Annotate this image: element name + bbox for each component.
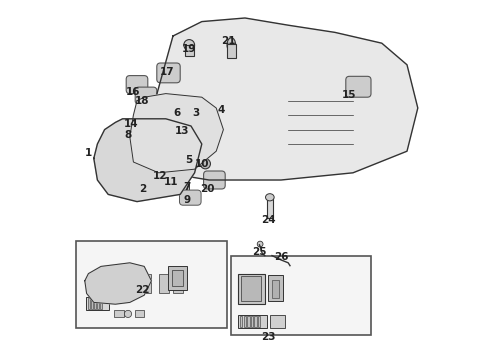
Bar (173, 274, 183, 293)
Polygon shape (85, 263, 151, 304)
Text: 19: 19 (182, 44, 196, 54)
Bar (281, 257, 294, 266)
Bar (267, 198, 273, 218)
Polygon shape (94, 119, 202, 202)
Text: 17: 17 (160, 67, 175, 77)
Bar (168, 266, 187, 290)
Ellipse shape (146, 112, 178, 147)
FancyBboxPatch shape (157, 63, 180, 83)
Bar (76, 241, 227, 328)
Ellipse shape (102, 138, 140, 175)
Bar (272, 280, 279, 298)
Bar (244, 316, 246, 327)
Ellipse shape (140, 136, 174, 170)
Bar (97, 298, 99, 309)
Text: 18: 18 (135, 96, 149, 106)
Text: 21: 21 (221, 36, 236, 46)
Bar (254, 316, 257, 327)
Bar (185, 156, 193, 162)
Text: 11: 11 (164, 177, 178, 187)
Bar (231, 256, 371, 335)
FancyBboxPatch shape (204, 171, 225, 189)
Bar (269, 275, 283, 301)
FancyBboxPatch shape (346, 76, 371, 97)
Text: 8: 8 (124, 130, 132, 140)
Text: 23: 23 (261, 332, 276, 342)
Text: 9: 9 (184, 195, 191, 205)
Text: 26: 26 (274, 252, 288, 262)
Ellipse shape (130, 121, 138, 128)
FancyBboxPatch shape (135, 87, 157, 104)
Text: 22: 22 (135, 285, 149, 295)
Bar (247, 316, 250, 327)
Text: 25: 25 (252, 247, 267, 257)
Bar (94, 298, 96, 309)
Text: 4: 4 (218, 105, 225, 115)
Text: 1: 1 (85, 148, 92, 158)
Text: 2: 2 (139, 184, 146, 194)
Ellipse shape (184, 40, 195, 50)
Text: 24: 24 (261, 215, 276, 225)
Bar (178, 184, 189, 192)
Text: 6: 6 (173, 108, 180, 118)
Bar (159, 274, 169, 293)
Bar (123, 129, 132, 136)
Text: 16: 16 (126, 87, 141, 97)
FancyBboxPatch shape (126, 76, 148, 94)
Text: 13: 13 (175, 126, 189, 136)
Bar (135, 310, 144, 317)
FancyBboxPatch shape (179, 190, 201, 205)
Ellipse shape (257, 241, 263, 247)
Bar (99, 298, 102, 309)
Bar (86, 297, 109, 310)
Bar (258, 316, 261, 327)
Ellipse shape (175, 112, 207, 147)
Bar (112, 274, 122, 293)
Bar (238, 315, 267, 328)
Bar (114, 310, 123, 317)
Text: 5: 5 (186, 155, 193, 165)
Ellipse shape (227, 38, 236, 52)
Bar (141, 274, 151, 293)
Ellipse shape (124, 310, 132, 318)
Bar (172, 270, 183, 286)
Text: 10: 10 (195, 159, 209, 169)
Polygon shape (130, 94, 223, 173)
Bar (242, 276, 261, 301)
Bar (270, 315, 285, 328)
Text: 15: 15 (342, 90, 357, 100)
Bar (238, 274, 265, 304)
Bar (251, 316, 253, 327)
Text: 7: 7 (184, 182, 191, 192)
Bar (88, 298, 90, 309)
Ellipse shape (108, 144, 133, 169)
Bar (171, 120, 182, 139)
Bar (91, 298, 93, 309)
Text: 20: 20 (200, 184, 215, 194)
Ellipse shape (266, 194, 274, 201)
Bar (126, 274, 136, 293)
Text: 14: 14 (124, 119, 139, 129)
Bar (227, 44, 236, 58)
Text: 3: 3 (193, 108, 200, 118)
Text: 12: 12 (153, 171, 168, 181)
Bar (240, 316, 243, 327)
Ellipse shape (200, 159, 210, 169)
Bar (185, 45, 194, 56)
Ellipse shape (145, 141, 169, 165)
Polygon shape (151, 18, 418, 180)
